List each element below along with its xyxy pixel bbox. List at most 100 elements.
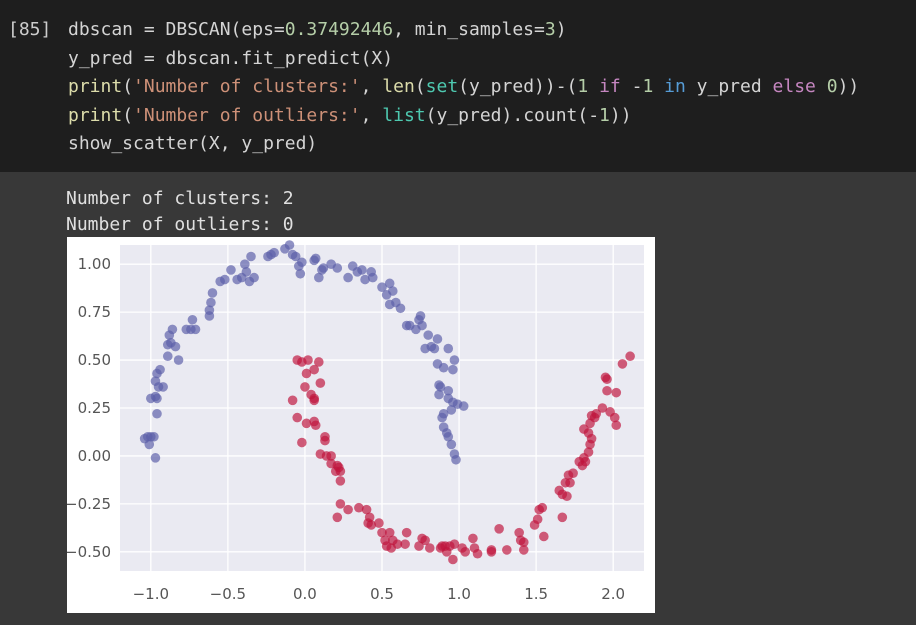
scatter-point-cluster-1 xyxy=(377,527,387,538)
code-token: 'Number of clusters:' xyxy=(133,76,361,97)
code-token: else xyxy=(772,76,816,97)
code-token: ( xyxy=(122,76,134,97)
code-token: 1 xyxy=(642,76,654,97)
scatter-point-cluster-1 xyxy=(301,418,312,429)
scatter-point-cluster-0 xyxy=(173,355,184,365)
scatter-point-cluster-1 xyxy=(472,548,483,559)
code-token: ( xyxy=(122,104,134,126)
scatter-point-cluster-0 xyxy=(446,439,457,450)
x-tick-label: 0.5 xyxy=(370,585,394,603)
scatter-point-cluster-1 xyxy=(532,514,543,525)
scatter-point-cluster-1 xyxy=(310,420,321,431)
scatter-point-cluster-0 xyxy=(295,268,306,279)
scatter-plot-svg: −1.0 −0.5 0.0 0.5 1.0 1.5 2.0 1.00 0.75 0.50 0.25 0… xyxy=(67,240,644,603)
scatter-point-cluster-0 xyxy=(240,259,250,269)
scatter-point-cluster-1 xyxy=(602,385,612,396)
scatter-point-cluster-1 xyxy=(609,412,620,423)
code-editor[interactable]: dbscan = DBSCAN(eps=0.37492446, min_samp… xyxy=(68,16,859,159)
code-line: dbscan = DBSCAN(eps=0.37492446, min_samp… xyxy=(68,16,859,45)
scatter-point-cluster-0 xyxy=(152,393,162,404)
y-tick-label: 0.75 xyxy=(78,303,111,321)
scatter-point-cluster-0 xyxy=(377,282,387,292)
code-token: 3 xyxy=(544,19,556,40)
code-token: 'Number of outliers:' xyxy=(133,104,361,126)
scatter-point-cluster-1 xyxy=(586,433,597,444)
scatter-point-cluster-0 xyxy=(269,247,279,258)
scatter-point-cluster-1 xyxy=(315,378,326,388)
scatter-point-cluster-0 xyxy=(206,297,216,308)
scatter-point-cluster-0 xyxy=(451,454,461,465)
scatter-point-cluster-0 xyxy=(423,330,434,340)
scatter-point-cluster-1 xyxy=(414,541,424,551)
scatter-point-cluster-0 xyxy=(443,431,454,442)
code-token: - xyxy=(620,76,643,97)
scatter-point-cluster-0 xyxy=(432,334,443,344)
scatter-point-cluster-1 xyxy=(300,382,310,392)
scatter-point-cluster-1 xyxy=(354,502,364,513)
scatter-point-cluster-1 xyxy=(303,355,313,365)
y-tick-label: −0.25 xyxy=(67,495,111,513)
x-tick-label: 2.0 xyxy=(601,585,625,603)
data-points xyxy=(139,240,635,565)
output-line-clusters: Number of clusters: 2 xyxy=(66,188,294,209)
scatter-point-cluster-0 xyxy=(448,364,458,375)
scatter-point-cluster-1 xyxy=(494,524,504,534)
code-token xyxy=(588,76,599,97)
code-cell[interactable]: [85] dbscan = DBSCAN(eps=0.37492446, min… xyxy=(0,0,916,172)
scatter-point-cluster-1 xyxy=(392,539,403,549)
scatter-point-cluster-1 xyxy=(448,554,458,565)
y-tick-label: 0.00 xyxy=(78,447,111,465)
scatter-point-cluster-0 xyxy=(149,431,159,442)
code-token: )) xyxy=(609,104,632,126)
scatter-point-cluster-0 xyxy=(417,320,427,331)
scatter-point-cluster-1 xyxy=(366,520,377,530)
scatter-point-cluster-1 xyxy=(625,351,635,362)
scatter-point-cluster-0 xyxy=(290,251,301,262)
y-tick-label: 0.25 xyxy=(78,399,111,417)
scatter-point-cluster-1 xyxy=(361,504,372,515)
tick-labels: −1.0 −0.5 0.0 0.5 1.0 1.5 2.0 1.00 0.75 0.50 0.25 0… xyxy=(67,255,625,603)
scatter-point-cluster-0 xyxy=(434,389,444,400)
scatter-point-cluster-1 xyxy=(384,527,395,538)
code-token: (y_pred))-( xyxy=(458,76,578,97)
scatter-point-cluster-0 xyxy=(437,412,447,423)
scatter-point-cluster-1 xyxy=(424,543,435,553)
code-token: ) xyxy=(555,19,567,40)
scatter-point-cluster-1 xyxy=(565,477,575,488)
scatter-point-cluster-1 xyxy=(309,364,319,375)
scatter-point-cluster-0 xyxy=(150,453,161,463)
scatter-point-cluster-1 xyxy=(518,537,529,548)
scatter-point-cluster-0 xyxy=(170,341,181,352)
scatter-point-cluster-0 xyxy=(395,303,406,314)
scatter-point-cluster-1 xyxy=(374,518,384,528)
scatter-point-cluster-1 xyxy=(502,545,512,555)
scatter-point-cluster-0 xyxy=(187,314,198,325)
scatter-point-cluster-0 xyxy=(429,343,440,354)
scatter-point-cluster-0 xyxy=(158,382,168,392)
scatter-point-cluster-1 xyxy=(301,368,312,379)
code-token: 0.37492446 xyxy=(284,19,394,40)
scatter-point-cluster-1 xyxy=(330,466,341,477)
code-token: dbscan = DBSCAN(eps= xyxy=(68,19,285,40)
y-tick-label: 1.00 xyxy=(78,255,111,273)
scatter-point-cluster-0 xyxy=(332,263,343,273)
scatter-point-cluster-0 xyxy=(443,385,454,396)
scatter-point-cluster-1 xyxy=(602,374,612,385)
code-token: , xyxy=(360,104,383,126)
scatter-point-cluster-0 xyxy=(384,278,395,289)
scatter-point-cluster-0 xyxy=(458,401,469,411)
scatter-point-cluster-1 xyxy=(617,359,628,369)
scatter-point-cluster-0 xyxy=(318,263,329,273)
code-token: )) xyxy=(837,76,860,97)
output-area: Number of clusters: 2 Number of outliers… xyxy=(0,172,916,625)
scatter-point-cluster-0 xyxy=(226,265,236,275)
scatter-point-cluster-1 xyxy=(309,395,319,406)
scatter-point-cluster-1 xyxy=(591,408,602,419)
scatter-point-cluster-0 xyxy=(420,343,430,354)
scatter-point-cluster-1 xyxy=(597,403,608,413)
code-token: y_pred = dbscan.fit_predict(X) xyxy=(68,47,394,69)
scatter-point-cluster-1 xyxy=(335,476,346,486)
code-token: 0 xyxy=(826,76,838,97)
scatter-point-cluster-0 xyxy=(167,324,178,335)
scatter-point-cluster-1 xyxy=(539,531,549,542)
